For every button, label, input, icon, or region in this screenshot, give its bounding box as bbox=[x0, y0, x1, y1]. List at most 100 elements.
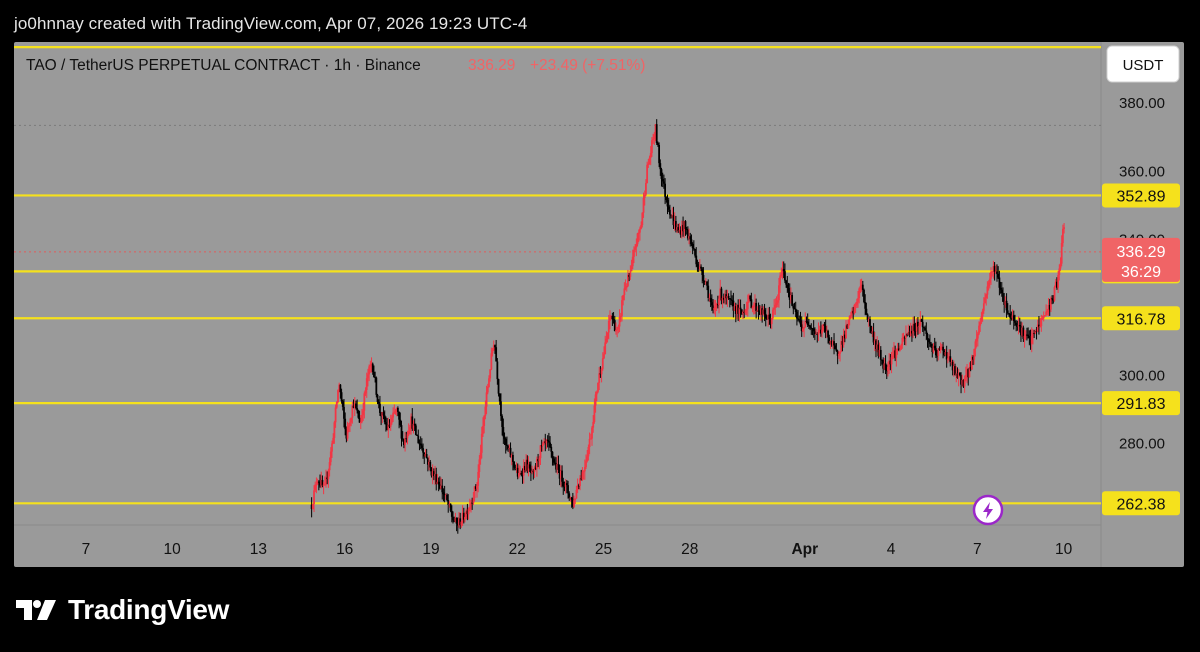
candle-body bbox=[373, 371, 375, 378]
candle-body bbox=[600, 368, 603, 375]
candle-body bbox=[388, 424, 391, 427]
candle-body bbox=[524, 465, 526, 471]
candle-body bbox=[858, 288, 861, 299]
candle-body bbox=[774, 304, 777, 308]
candle-body bbox=[821, 329, 823, 334]
candle-body bbox=[863, 289, 865, 303]
candle-body bbox=[750, 299, 753, 309]
candle-body bbox=[885, 370, 888, 372]
candle-body bbox=[1010, 317, 1013, 319]
candle-body bbox=[369, 365, 372, 367]
candle-body bbox=[341, 401, 344, 407]
candle-body bbox=[712, 305, 714, 310]
candle-body bbox=[648, 157, 651, 164]
candle-body bbox=[788, 291, 791, 300]
candle-body bbox=[836, 351, 839, 356]
candle-body bbox=[958, 373, 961, 376]
candle-body bbox=[666, 199, 669, 207]
candle-body bbox=[595, 391, 598, 395]
candle-body bbox=[818, 329, 821, 331]
candle-body bbox=[964, 375, 967, 379]
candle-body bbox=[389, 422, 392, 427]
candle-body bbox=[334, 407, 337, 423]
candle-body bbox=[900, 345, 903, 350]
candle-body bbox=[794, 308, 797, 312]
currency-button[interactable]: USDT bbox=[1106, 45, 1180, 83]
candle-body bbox=[829, 340, 832, 344]
candle-body bbox=[492, 345, 495, 351]
candle-body bbox=[775, 302, 778, 305]
candle-body bbox=[851, 310, 853, 316]
candle-body bbox=[351, 405, 354, 418]
candle-body bbox=[665, 196, 668, 200]
candle-body bbox=[915, 321, 918, 332]
candle-body bbox=[917, 321, 919, 327]
candle-body bbox=[483, 415, 486, 426]
candle-body bbox=[801, 328, 804, 332]
candle-body bbox=[787, 288, 790, 292]
candle-body bbox=[385, 422, 387, 425]
candle-body bbox=[749, 295, 752, 300]
candle-body bbox=[496, 361, 499, 380]
candle-body bbox=[479, 452, 482, 460]
candle-body bbox=[831, 341, 834, 345]
time-tick-label: 16 bbox=[336, 541, 353, 558]
time-tick-label: Apr bbox=[791, 541, 818, 558]
candle-body bbox=[908, 331, 911, 336]
candle-body bbox=[689, 236, 692, 240]
candle-body bbox=[918, 325, 921, 327]
candle-body bbox=[1042, 315, 1045, 319]
candle-body bbox=[671, 215, 674, 217]
candle-body bbox=[939, 347, 942, 350]
candle-body bbox=[869, 319, 871, 326]
candle-body bbox=[926, 333, 929, 340]
candle-body bbox=[901, 337, 904, 346]
candle-body bbox=[746, 301, 749, 310]
candle-body bbox=[575, 489, 578, 499]
candle-body bbox=[540, 445, 543, 447]
candle-body bbox=[799, 320, 802, 325]
candle-body bbox=[743, 311, 746, 314]
candle-body bbox=[371, 363, 374, 372]
candle-body bbox=[402, 438, 405, 445]
candle-body bbox=[333, 422, 336, 438]
candle-body bbox=[319, 482, 321, 486]
candle-body bbox=[987, 282, 990, 287]
candle-body bbox=[684, 221, 687, 229]
candle-body bbox=[317, 481, 320, 483]
candle-body bbox=[404, 438, 406, 445]
candle-body bbox=[852, 310, 855, 314]
candle-body bbox=[875, 340, 877, 350]
lightning-icon[interactable] bbox=[972, 494, 1004, 526]
candle-body bbox=[924, 327, 927, 331]
candle-body bbox=[442, 492, 445, 495]
candle-body bbox=[407, 431, 410, 435]
candle-body bbox=[583, 467, 586, 472]
candle-body bbox=[478, 459, 481, 472]
candle-body bbox=[640, 225, 643, 229]
candle-body bbox=[362, 410, 365, 416]
candle-body bbox=[631, 256, 634, 267]
candle-body bbox=[329, 451, 332, 463]
candle-body bbox=[471, 502, 474, 504]
candle-body bbox=[532, 470, 535, 472]
candle-body bbox=[456, 523, 459, 526]
candle-body bbox=[624, 287, 627, 289]
candle-body bbox=[585, 461, 587, 468]
candle-body bbox=[678, 230, 681, 232]
candle-body bbox=[1044, 315, 1046, 317]
candle-body bbox=[544, 441, 547, 444]
candle-body bbox=[881, 359, 883, 361]
candle-body bbox=[1016, 325, 1019, 327]
candle-body bbox=[727, 295, 730, 299]
candle-body bbox=[503, 436, 506, 439]
candle-body bbox=[325, 477, 327, 485]
candle-body bbox=[1039, 326, 1042, 328]
candle-body bbox=[757, 310, 760, 312]
candle-body bbox=[927, 339, 930, 343]
candle-body bbox=[580, 478, 583, 480]
candle-body bbox=[551, 451, 554, 459]
candle-body bbox=[619, 315, 622, 317]
